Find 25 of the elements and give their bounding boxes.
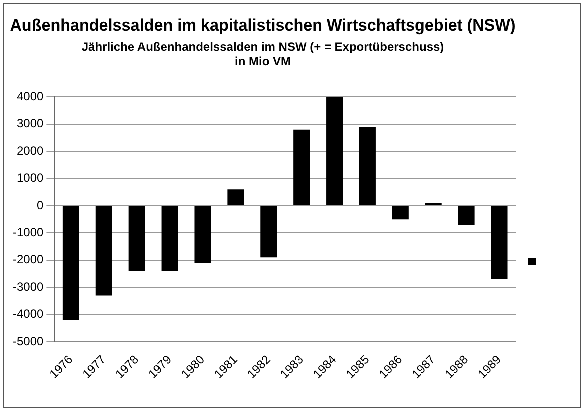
bar [491, 206, 508, 280]
y-tick-label: -2000 [12, 252, 44, 267]
bar [458, 206, 475, 226]
y-tick-label: 2000 [16, 144, 44, 158]
chart-subtitle: Jährliche Außenhandelssalden im NSW (+ = Exportüberschuss) in Mio VM [82, 40, 444, 68]
y-tick-label: 3000 [16, 116, 44, 131]
y-tick-label: 1000 [16, 171, 44, 186]
y-tick-label: -4000 [12, 307, 44, 322]
bar [162, 206, 178, 272]
bar [392, 206, 409, 220]
y-tick-label: 4000 [16, 90, 44, 104]
bar [228, 190, 244, 206]
bar [96, 206, 112, 296]
y-tick-label: -5000 [12, 334, 44, 348]
bar [194, 206, 212, 264]
bar [260, 206, 278, 258]
bar [359, 127, 376, 206]
bar [294, 130, 310, 206]
bar [62, 206, 80, 320]
bar [326, 97, 344, 206]
chart-title: Außenhandelssalden im kapitalistischen Wirtschaftsgebiet (NSW) [10, 16, 516, 35]
y-tick-label: -1000 [12, 225, 44, 240]
y-tick-label: 0 [37, 198, 44, 212]
y-tick-label: -3000 [12, 280, 44, 294]
bar [128, 206, 146, 272]
